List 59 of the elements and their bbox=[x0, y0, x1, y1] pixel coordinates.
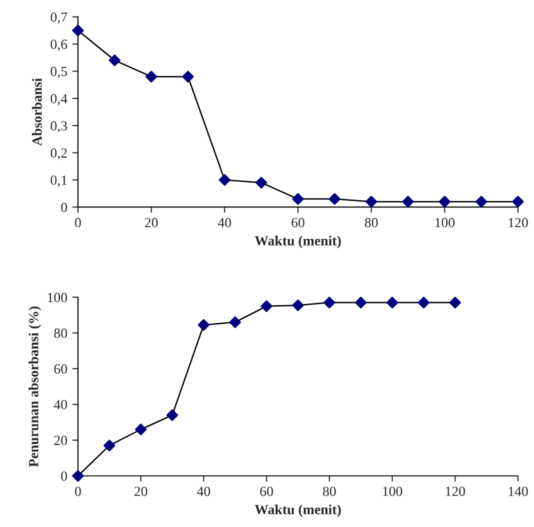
y-axis-title: Absorbansi bbox=[32, 78, 42, 146]
point bbox=[418, 296, 430, 308]
point bbox=[512, 196, 524, 208]
y-tick-label: 20 bbox=[54, 436, 68, 446]
point bbox=[365, 196, 378, 208]
point bbox=[475, 196, 488, 208]
point bbox=[354, 296, 367, 308]
point bbox=[449, 296, 462, 308]
y-tick-label: 0,6 bbox=[50, 40, 68, 51]
point bbox=[104, 440, 116, 452]
point bbox=[198, 319, 210, 331]
x-tick-label: 120 bbox=[446, 486, 466, 496]
point bbox=[134, 424, 147, 436]
point bbox=[255, 176, 268, 189]
point bbox=[438, 196, 451, 208]
y-tick-label: 100 bbox=[48, 292, 68, 302]
point bbox=[260, 300, 272, 312]
y-tick-label: 0,5 bbox=[50, 66, 68, 78]
point bbox=[72, 24, 84, 36]
x-axis-title: Waktu (menit) bbox=[254, 236, 341, 248]
y-tick-label: 0,3 bbox=[50, 121, 68, 133]
x-tick-label: 140 bbox=[508, 486, 528, 496]
x-tick-label: 20 bbox=[134, 486, 148, 496]
y-tick-label: 0 bbox=[61, 202, 68, 212]
point bbox=[402, 196, 414, 208]
x-tick-label: 100 bbox=[383, 486, 402, 496]
point bbox=[182, 70, 194, 83]
y-tick-label: 0,2 bbox=[50, 148, 67, 160]
x-tick-label: 0 bbox=[75, 218, 81, 228]
point bbox=[386, 296, 398, 308]
point bbox=[229, 316, 242, 328]
point bbox=[145, 70, 158, 83]
point bbox=[166, 409, 178, 422]
point bbox=[292, 193, 304, 205]
point bbox=[72, 470, 84, 482]
y-tick-label: 80 bbox=[54, 328, 68, 338]
y-axis-title: Penurunan absorbansi (%) bbox=[28, 306, 42, 467]
x-tick-label: 100 bbox=[435, 218, 455, 228]
y-tick-label: 40 bbox=[54, 400, 68, 410]
x-tick-label: 120 bbox=[508, 218, 528, 228]
x-tick-label: 80 bbox=[322, 486, 336, 496]
x-tick-label: 60 bbox=[260, 486, 273, 496]
y-tick-label: 0,7 bbox=[50, 12, 68, 24]
y-tick-label: 0 bbox=[61, 471, 68, 481]
point bbox=[108, 54, 121, 66]
y-tick-label: 60 bbox=[54, 364, 68, 374]
point bbox=[328, 193, 341, 205]
x-tick-label: 0 bbox=[75, 486, 81, 496]
x-axis-title: Waktu (menit) bbox=[254, 504, 341, 518]
point bbox=[218, 174, 231, 186]
y-tick-label: 0,4 bbox=[50, 94, 68, 106]
y-tick-label: 0,1 bbox=[50, 176, 67, 187]
x-tick-label: 40 bbox=[218, 218, 232, 228]
x-tick-label: 40 bbox=[197, 486, 210, 496]
point bbox=[324, 296, 336, 308]
x-tick-label: 20 bbox=[144, 218, 158, 228]
x-tick-label: 60 bbox=[292, 218, 304, 228]
x-tick-label: 80 bbox=[364, 218, 378, 228]
point bbox=[292, 299, 304, 312]
